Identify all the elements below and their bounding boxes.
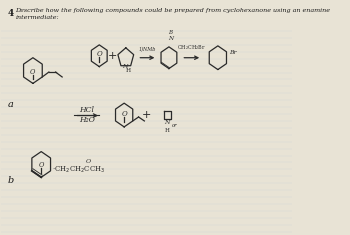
Text: N: N xyxy=(122,64,128,69)
Text: H₂O: H₂O xyxy=(79,116,95,124)
Text: O: O xyxy=(86,160,91,164)
Text: or: or xyxy=(172,123,177,128)
Text: O: O xyxy=(38,161,44,169)
Text: b: b xyxy=(8,176,14,185)
Text: HCl: HCl xyxy=(79,106,94,114)
Text: 4: 4 xyxy=(7,9,13,18)
Text: 1)NMb: 1)NMb xyxy=(139,47,156,52)
Text: N: N xyxy=(168,36,173,41)
Text: CH$_2$CH$_2$Br: CH$_2$CH$_2$Br xyxy=(177,43,206,52)
Text: O: O xyxy=(96,50,102,58)
Text: O: O xyxy=(121,110,127,118)
Text: H: H xyxy=(165,128,170,133)
Text: H: H xyxy=(126,68,131,73)
Text: O: O xyxy=(30,67,36,75)
Text: +: + xyxy=(142,110,151,120)
Text: Br: Br xyxy=(230,51,237,55)
Text: +: + xyxy=(108,51,117,61)
Text: a: a xyxy=(8,100,14,109)
Text: intermediate:: intermediate: xyxy=(15,15,59,20)
Text: N: N xyxy=(164,120,170,125)
Text: $\cdot$CH$_2$CH$_2$CCH$_3$: $\cdot$CH$_2$CH$_2$CCH$_3$ xyxy=(52,165,106,175)
Text: B: B xyxy=(168,30,172,35)
Text: Describe how the following compounds could be prepared from cyclohexanone using : Describe how the following compounds cou… xyxy=(15,8,330,13)
